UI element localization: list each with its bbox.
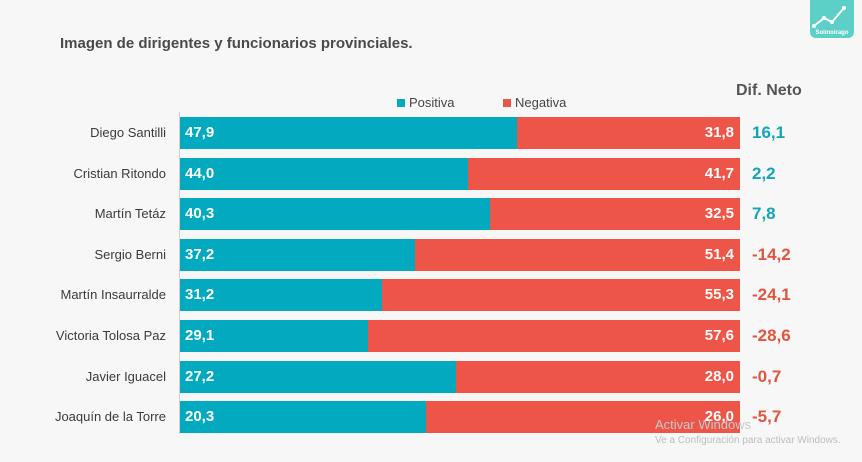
value-label-positive: 27,2 [185, 367, 215, 385]
category-label: Martín Insaurralde [60, 287, 167, 303]
value-label-negative: 31,8 [704, 124, 734, 141]
category-label: Joaquín de la Torre [54, 409, 166, 425]
bar-row: Victoria Tolosa Paz 29,1 57,6 -28,6 [0, 320, 862, 352]
legend-swatch-negative [503, 98, 511, 107]
category-label: Diego Santilli [90, 125, 166, 140]
bar-row: Diego Santilli 47,9 31,8 16,1 [0, 117, 862, 149]
bar-positive: 27,2 [180, 360, 456, 393]
bar-negative: 32,5 [490, 198, 740, 231]
category-axis-line [179, 112, 180, 434]
bar-row: Sergio Berni 37,2 51,4 -14,2 [0, 238, 862, 271]
net-header: Dif. Neto [736, 82, 802, 99]
bar-positive: 31,2 [180, 279, 382, 312]
category-label: Sergio Berni [94, 246, 166, 262]
bar-negative: 26,0 [425, 401, 740, 434]
legend-item-positive: Positiva [397, 95, 455, 110]
bar-negative: 28,0 [455, 360, 740, 393]
legend-label-positive: Positiva [409, 95, 455, 110]
bar-positive: 20,3 [180, 401, 426, 434]
value-label-negative: 55,3 [704, 286, 734, 304]
net-value-label: 16,1 [752, 123, 786, 142]
bar-row: Cristian Ritondo 44,0 41,7 2,2 [0, 157, 862, 190]
category-label: Victoria Tolosa Paz [55, 328, 166, 343]
bar-negative: 31,8 [516, 117, 740, 149]
category-label: Martín Tetáz [94, 206, 166, 222]
value-label-positive: 31,2 [185, 286, 215, 304]
logo-chart-icon [812, 6, 846, 28]
bar-positive: 44,0 [180, 157, 468, 190]
bar-negative: 41,7 [467, 157, 740, 190]
bar-row: Martín Insaurralde 31,2 55,3 -24,1 [0, 279, 862, 312]
value-label-negative: 51,4 [704, 245, 734, 263]
net-value-label: 7,8 [752, 204, 776, 224]
value-label-negative: 57,6 [704, 327, 734, 344]
legend-swatch-positive [397, 98, 405, 107]
category-label: Cristian Ritondo [73, 165, 167, 181]
bar-positive: 40,3 [180, 198, 490, 231]
chart-title: Imagen de dirigentes y funcionarios prov… [60, 35, 413, 52]
value-label-negative: 41,7 [704, 164, 734, 182]
bar-negative: 51,4 [415, 238, 740, 271]
bar-row: Javier Iguacel 27,2 28,0 -0,7 [0, 360, 862, 393]
net-value-label: -14,2 [752, 244, 791, 264]
value-label-positive: 37,2 [185, 245, 215, 263]
value-label-positive: 20,3 [185, 408, 215, 426]
net-value-label: -0,7 [752, 366, 782, 386]
bar-row: Martín Tetáz 40,3 32,5 7,8 [0, 198, 862, 231]
category-label: Javier Iguacel [85, 368, 166, 384]
bar-positive: 37,2 [180, 238, 416, 271]
value-label-negative: 28,0 [704, 367, 734, 385]
value-label-positive: 29,1 [185, 327, 215, 344]
bar-negative: 55,3 [381, 279, 740, 312]
net-value-label: -5,7 [752, 407, 782, 427]
net-value-label: -28,6 [752, 326, 791, 345]
value-label-negative: 32,5 [704, 205, 734, 223]
bar-positive: 29,1 [180, 320, 368, 352]
watermark-subtitle: Ve a Configuración para activar Windows. [655, 435, 841, 446]
value-label-positive: 40,3 [185, 205, 215, 223]
bar-negative: 57,6 [367, 320, 740, 352]
legend-label-negative: Negativa [515, 95, 567, 110]
value-label-positive: 47,9 [185, 124, 215, 141]
net-value-label: -24,1 [752, 285, 791, 305]
watermark-title: Activar Windows [655, 417, 752, 432]
legend-item-negative: Negativa [503, 95, 566, 110]
logo-text: Solmoirago [815, 30, 849, 36]
value-label-positive: 44,0 [185, 164, 215, 182]
value-label-negative: 26,0 [704, 408, 734, 426]
net-value-label: 2,2 [752, 163, 776, 183]
bar-positive: 47,9 [180, 117, 517, 149]
brand-logo: Solmoirago [810, 0, 854, 38]
bar-row: Joaquín de la Torre 20,3 26,0 -5,7 [0, 401, 862, 434]
